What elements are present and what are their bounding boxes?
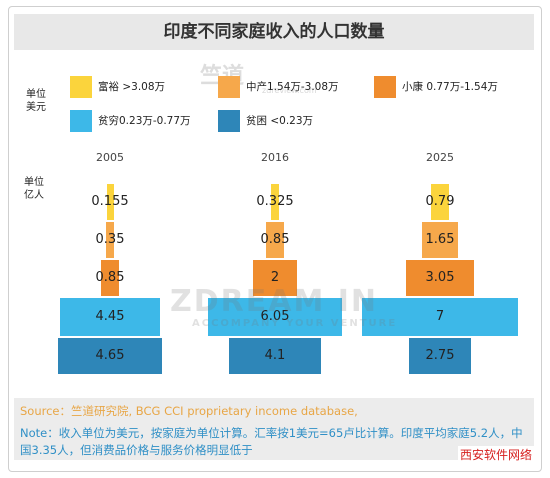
legend-label: 贫穷0.23万-0.77万: [98, 115, 191, 127]
legend-swatch: [218, 110, 240, 132]
bar-segment: [106, 184, 114, 220]
bar-value-label: 4.45: [95, 309, 125, 324]
source-text: Source：竺道研究院, BCG CCI proprietary income…: [20, 404, 358, 418]
legend-label: 小康 0.77万-1.54万: [402, 81, 498, 93]
bar-segment: [229, 338, 321, 374]
bar-segment: [409, 338, 471, 374]
legend-swatch: [70, 110, 92, 132]
bar-value-label: 2.75: [425, 348, 455, 363]
legend-unit-label: 单位 美元: [26, 89, 46, 113]
note-text: Note：收入单位为美元，按家庭为单位计算。汇率按1美元=65卢比计算。印度平均…: [20, 426, 523, 457]
bar-segment: [361, 298, 519, 336]
bar-segment: [106, 222, 114, 258]
watermark-text: ZDREAM IN: [170, 284, 379, 319]
legend-label: 中产1.54万-3.08万: [246, 81, 339, 93]
bar-segment: [60, 298, 160, 336]
bar-value-label: 0.35: [95, 232, 125, 247]
bar-value-label: 0.325: [256, 194, 294, 209]
year-label: 2016: [261, 151, 289, 164]
bar-segment: [265, 222, 285, 258]
bar-segment: [405, 260, 474, 296]
year-label: 2025: [426, 151, 454, 164]
bar-value-label: 6.05: [260, 309, 290, 324]
legend-label: 贫困 <0.23万: [246, 115, 314, 127]
bar-value-label: 0.85: [260, 232, 290, 247]
bar-value-label: 4.1: [264, 348, 286, 363]
legend-swatch: [70, 76, 92, 98]
year-label: 2005: [96, 151, 124, 164]
corner-mark: 西安软件网络: [458, 446, 535, 463]
bar-value-label: 4.65: [95, 348, 125, 363]
bar-segment: [421, 222, 459, 258]
bar-segment: [431, 184, 449, 220]
bar-segment: [271, 184, 279, 220]
legend-label: 富裕 >3.08万: [98, 81, 166, 93]
notes-panel: [14, 398, 534, 460]
bar-value-label: 0.155: [91, 194, 129, 209]
axis-unit-label: 单位 亿人: [24, 177, 44, 201]
bar-segment: [58, 338, 162, 374]
bar-segment: [207, 298, 343, 336]
watermark-subtext: ACCOMPANY YOUR VENTURE: [192, 318, 398, 329]
legend-swatch: [374, 76, 396, 98]
watermark-logo-sub: zdreview.com: [262, 86, 317, 95]
bar-value-label: 3.05: [425, 270, 455, 285]
bar-value-label: 2: [270, 270, 280, 285]
bar-value-label: 0.79: [425, 194, 455, 209]
chart-title: 印度不同家庭收入的人口数量: [14, 14, 534, 50]
bar-value-label: 0.85: [95, 270, 125, 285]
bar-value-label: 1.65: [425, 232, 455, 247]
bar-segment: [100, 260, 120, 296]
bar-segment: [252, 260, 298, 296]
bar-value-label: 7: [435, 309, 445, 324]
legend-swatch: [218, 76, 240, 98]
